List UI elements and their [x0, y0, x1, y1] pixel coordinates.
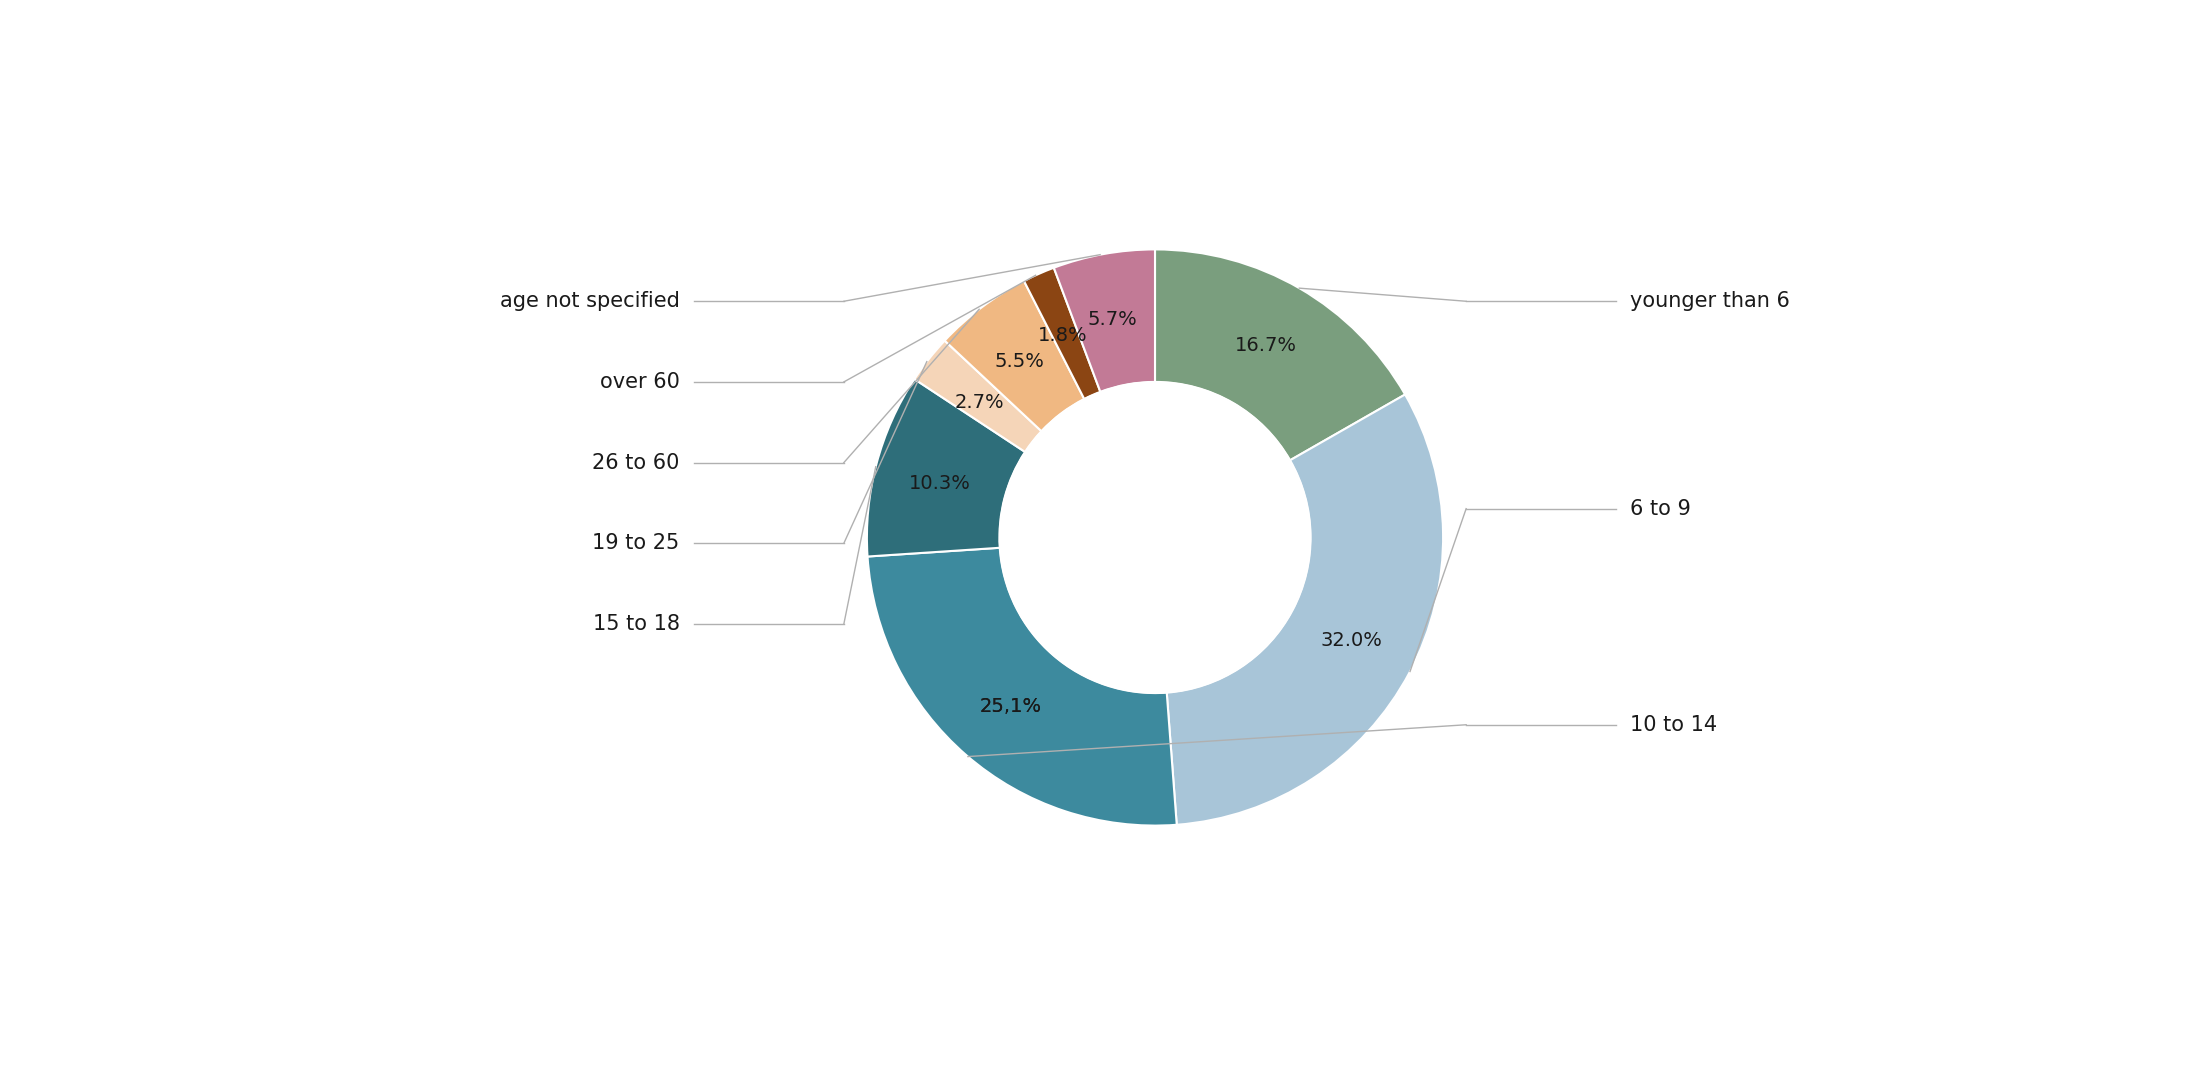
- Text: 26 to 60: 26 to 60: [592, 453, 680, 473]
- Circle shape: [999, 382, 1311, 693]
- Text: 15 to 18: 15 to 18: [592, 614, 680, 634]
- Wedge shape: [915, 341, 1041, 451]
- Wedge shape: [867, 548, 1177, 826]
- Wedge shape: [1166, 395, 1443, 825]
- Text: 32.0%: 32.0%: [1320, 631, 1382, 650]
- Text: over 60: over 60: [601, 372, 680, 392]
- Wedge shape: [944, 281, 1085, 431]
- Text: 16.7%: 16.7%: [1234, 336, 1298, 355]
- Text: 19 to 25: 19 to 25: [592, 533, 680, 554]
- Text: 5.7%: 5.7%: [1087, 311, 1137, 329]
- Text: 25,1%: 25,1%: [979, 697, 1043, 716]
- Text: 1,451,496: 1,451,496: [1087, 593, 1223, 619]
- Wedge shape: [1023, 268, 1100, 399]
- Text: 6 to 9: 6 to 9: [1630, 499, 1692, 519]
- Text: 10.3%: 10.3%: [909, 473, 970, 492]
- Text: 10 to 14: 10 to 14: [1630, 715, 1718, 734]
- Text: younger than 6: younger than 6: [1630, 291, 1791, 312]
- Text: 5.5%: 5.5%: [994, 353, 1045, 371]
- Wedge shape: [1155, 249, 1406, 460]
- Text: age not specified: age not specified: [499, 291, 680, 312]
- Text: Total number: Total number: [1069, 490, 1241, 516]
- Text: 1.8%: 1.8%: [1038, 326, 1087, 345]
- Wedge shape: [1054, 249, 1155, 392]
- Text: 2.7%: 2.7%: [955, 392, 1003, 412]
- Wedge shape: [867, 379, 1025, 557]
- Text: of pupils:: of pupils:: [1093, 542, 1217, 568]
- Text: 25.1%: 25.1%: [979, 697, 1043, 716]
